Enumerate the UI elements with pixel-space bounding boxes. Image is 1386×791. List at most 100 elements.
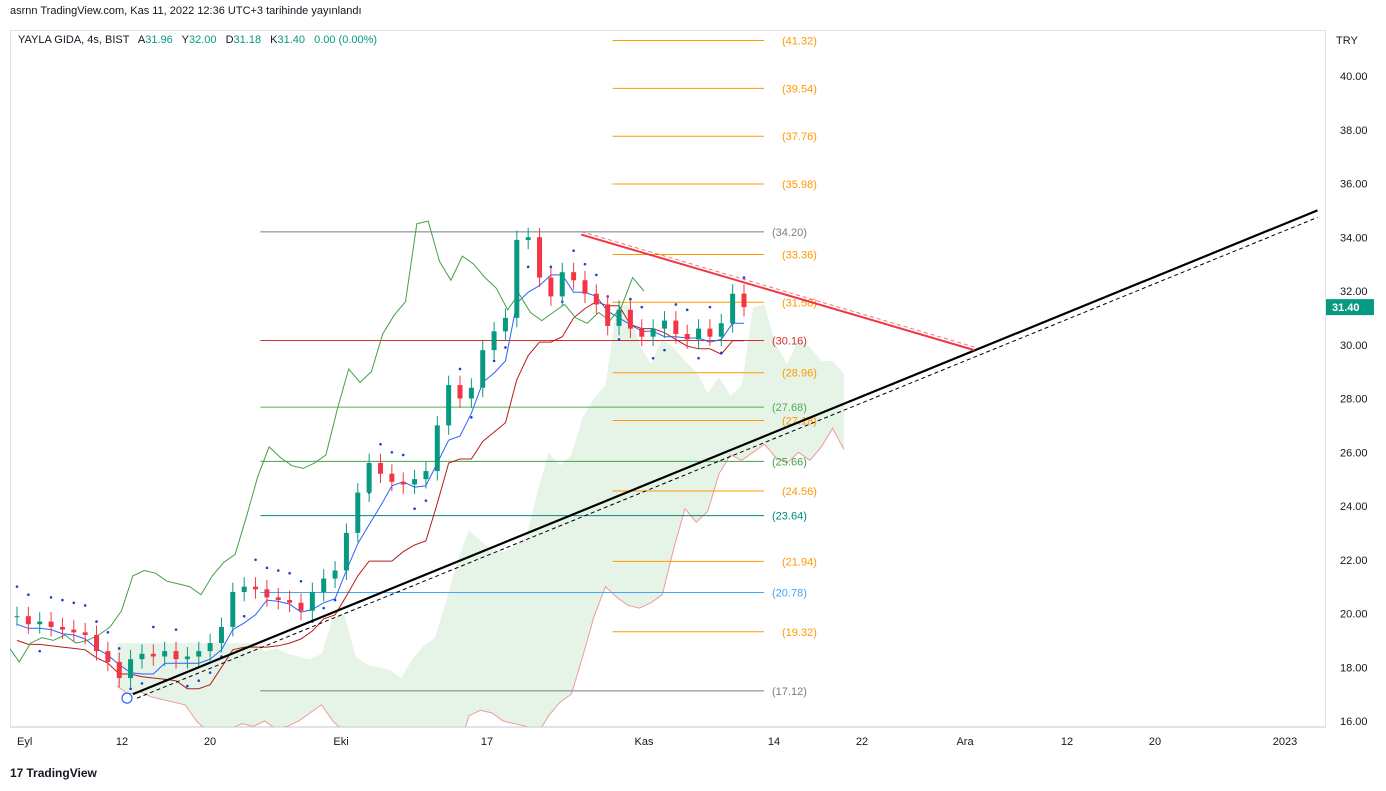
candle-body <box>378 463 383 474</box>
sar-dot <box>572 249 575 252</box>
sar-dot <box>254 558 257 562</box>
candle-body <box>480 350 486 388</box>
candle-body <box>321 578 327 592</box>
sar-dot <box>15 585 19 588</box>
candle-body <box>684 334 690 340</box>
price-tick-label: 36.00 <box>1340 179 1368 191</box>
lagging-span <box>10 220 645 663</box>
last-price-badge <box>1326 299 1374 316</box>
candle-body <box>241 586 247 592</box>
candle-body <box>59 626 65 630</box>
candle-body <box>605 304 611 326</box>
price-axis-canvas[interactable]: 16.00 18.00 20.00 22.00 24.00 26.00 28.00 30.00… <box>1326 30 1386 727</box>
sar-dot <box>208 671 212 674</box>
candle-body <box>548 277 554 297</box>
legend-low: 31.18 <box>233 34 262 46</box>
sar-dot <box>492 359 496 363</box>
fib-extension-label: (37.76) <box>782 131 817 143</box>
tradingview-logo-icon: 17 <box>10 766 24 780</box>
candle-body <box>207 643 213 652</box>
support-trendline-parallel <box>136 216 1318 699</box>
time-axis-canvas[interactable]: Eyl 12 20 Eki 17 Kas 14 22 Ara 12 20 2023 <box>10 728 1326 756</box>
sar-dot <box>322 606 326 610</box>
candle-body <box>627 309 633 329</box>
time-tick-label: Eki <box>333 736 348 748</box>
candle-body <box>184 656 190 660</box>
time-tick-label: 12 <box>1061 736 1073 748</box>
sar-dot <box>152 625 155 629</box>
cloud-lower-span <box>116 427 845 727</box>
sar-dot <box>629 297 632 301</box>
price-tick-label: 18.00 <box>1340 662 1368 674</box>
price-tick-label: 22.00 <box>1340 555 1368 567</box>
sar-dot <box>640 305 644 309</box>
fib-extension-label: (24.56) <box>782 486 817 498</box>
candle-body <box>116 661 122 678</box>
candle-body <box>25 616 31 625</box>
candle-body <box>105 651 111 662</box>
candle-body <box>457 385 463 399</box>
candle-body <box>196 651 202 657</box>
sar-dot <box>697 356 700 360</box>
chart-canvas[interactable]: (34.20) (30.16) (27.68) (25.66) (23.64) (20.7… <box>10 30 1326 727</box>
price-tick-label: 38.00 <box>1340 125 1368 137</box>
time-axis[interactable]: Eyl 12 20 Eki 17 Kas 14 22 Ara 12 20 2023 <box>10 727 1326 756</box>
legend-high-label: Y <box>181 34 189 46</box>
fib-level-label: (20.78) <box>772 588 807 600</box>
sar-dot <box>401 453 405 457</box>
symbol-legend: YAYLA GIDA, 4s, BIST A31.96 Y32.00 D31.1… <box>18 34 377 46</box>
sar-dot <box>708 305 712 309</box>
price-tick-label: 40.00 <box>1340 71 1368 83</box>
time-tick-label: 2023 <box>1273 736 1297 748</box>
publication-header: asrnn TradingView.com, Kas 11, 2022 12:3… <box>10 5 362 17</box>
sar-dot <box>129 687 132 691</box>
sar-dot <box>265 566 269 570</box>
sar-dot <box>617 338 621 341</box>
candle-body <box>94 635 100 652</box>
sar-dot <box>685 308 689 312</box>
fib-level-label: (30.16) <box>772 335 807 347</box>
sar-dot <box>674 303 678 306</box>
sar-dot <box>413 507 416 510</box>
sar-dot <box>117 647 121 650</box>
tradingview-brand[interactable]: 17 TradingView <box>10 766 97 780</box>
sar-dot <box>140 682 144 685</box>
candle-body <box>264 589 270 598</box>
base-line <box>16 301 744 690</box>
candle-body <box>366 463 372 493</box>
price-axis[interactable]: 16.00 18.00 20.00 22.00 24.00 26.00 28.00 30.00… <box>1326 30 1386 727</box>
trendline-anchor-handle[interactable] <box>121 692 133 704</box>
candle-body <box>298 602 304 611</box>
candle-body <box>162 651 168 657</box>
sar-dot <box>95 620 98 623</box>
support-trendline <box>132 209 1318 696</box>
sar-dot <box>288 571 291 575</box>
sar-dot <box>106 631 110 634</box>
sar-dot <box>458 367 462 371</box>
time-tick-label: Eyl <box>17 736 32 748</box>
candle-body <box>400 481 406 485</box>
candle-body <box>355 492 361 533</box>
chart-pane[interactable]: (34.20) (30.16) (27.68) (25.66) (23.64) (20.7… <box>10 30 1326 727</box>
candle-body <box>446 385 452 426</box>
fib-extension-label: (19.32) <box>782 627 817 639</box>
candle-body <box>287 600 293 603</box>
sar-dot <box>83 604 87 607</box>
sar-dot <box>663 348 666 352</box>
sar-dot <box>197 679 201 682</box>
price-tick-label: 24.00 <box>1340 501 1368 513</box>
sar-dot <box>72 601 76 605</box>
fib-extension-label: (35.98) <box>782 179 817 191</box>
time-tick-label: 14 <box>768 736 780 748</box>
sar-dot <box>379 442 382 446</box>
price-tick-label: 30.00 <box>1340 340 1368 352</box>
resistance-trendline <box>580 233 975 352</box>
legend-change: 0.00 (0.00%) <box>314 34 378 46</box>
sar-dot <box>390 450 394 454</box>
candle-body <box>502 317 508 332</box>
sar-dot <box>583 262 587 266</box>
candle-body <box>730 293 736 324</box>
sar-dot <box>595 273 598 277</box>
legend-symbol[interactable]: YAYLA GIDA, 4s, BIST <box>18 34 130 46</box>
sar-dot <box>742 276 746 279</box>
